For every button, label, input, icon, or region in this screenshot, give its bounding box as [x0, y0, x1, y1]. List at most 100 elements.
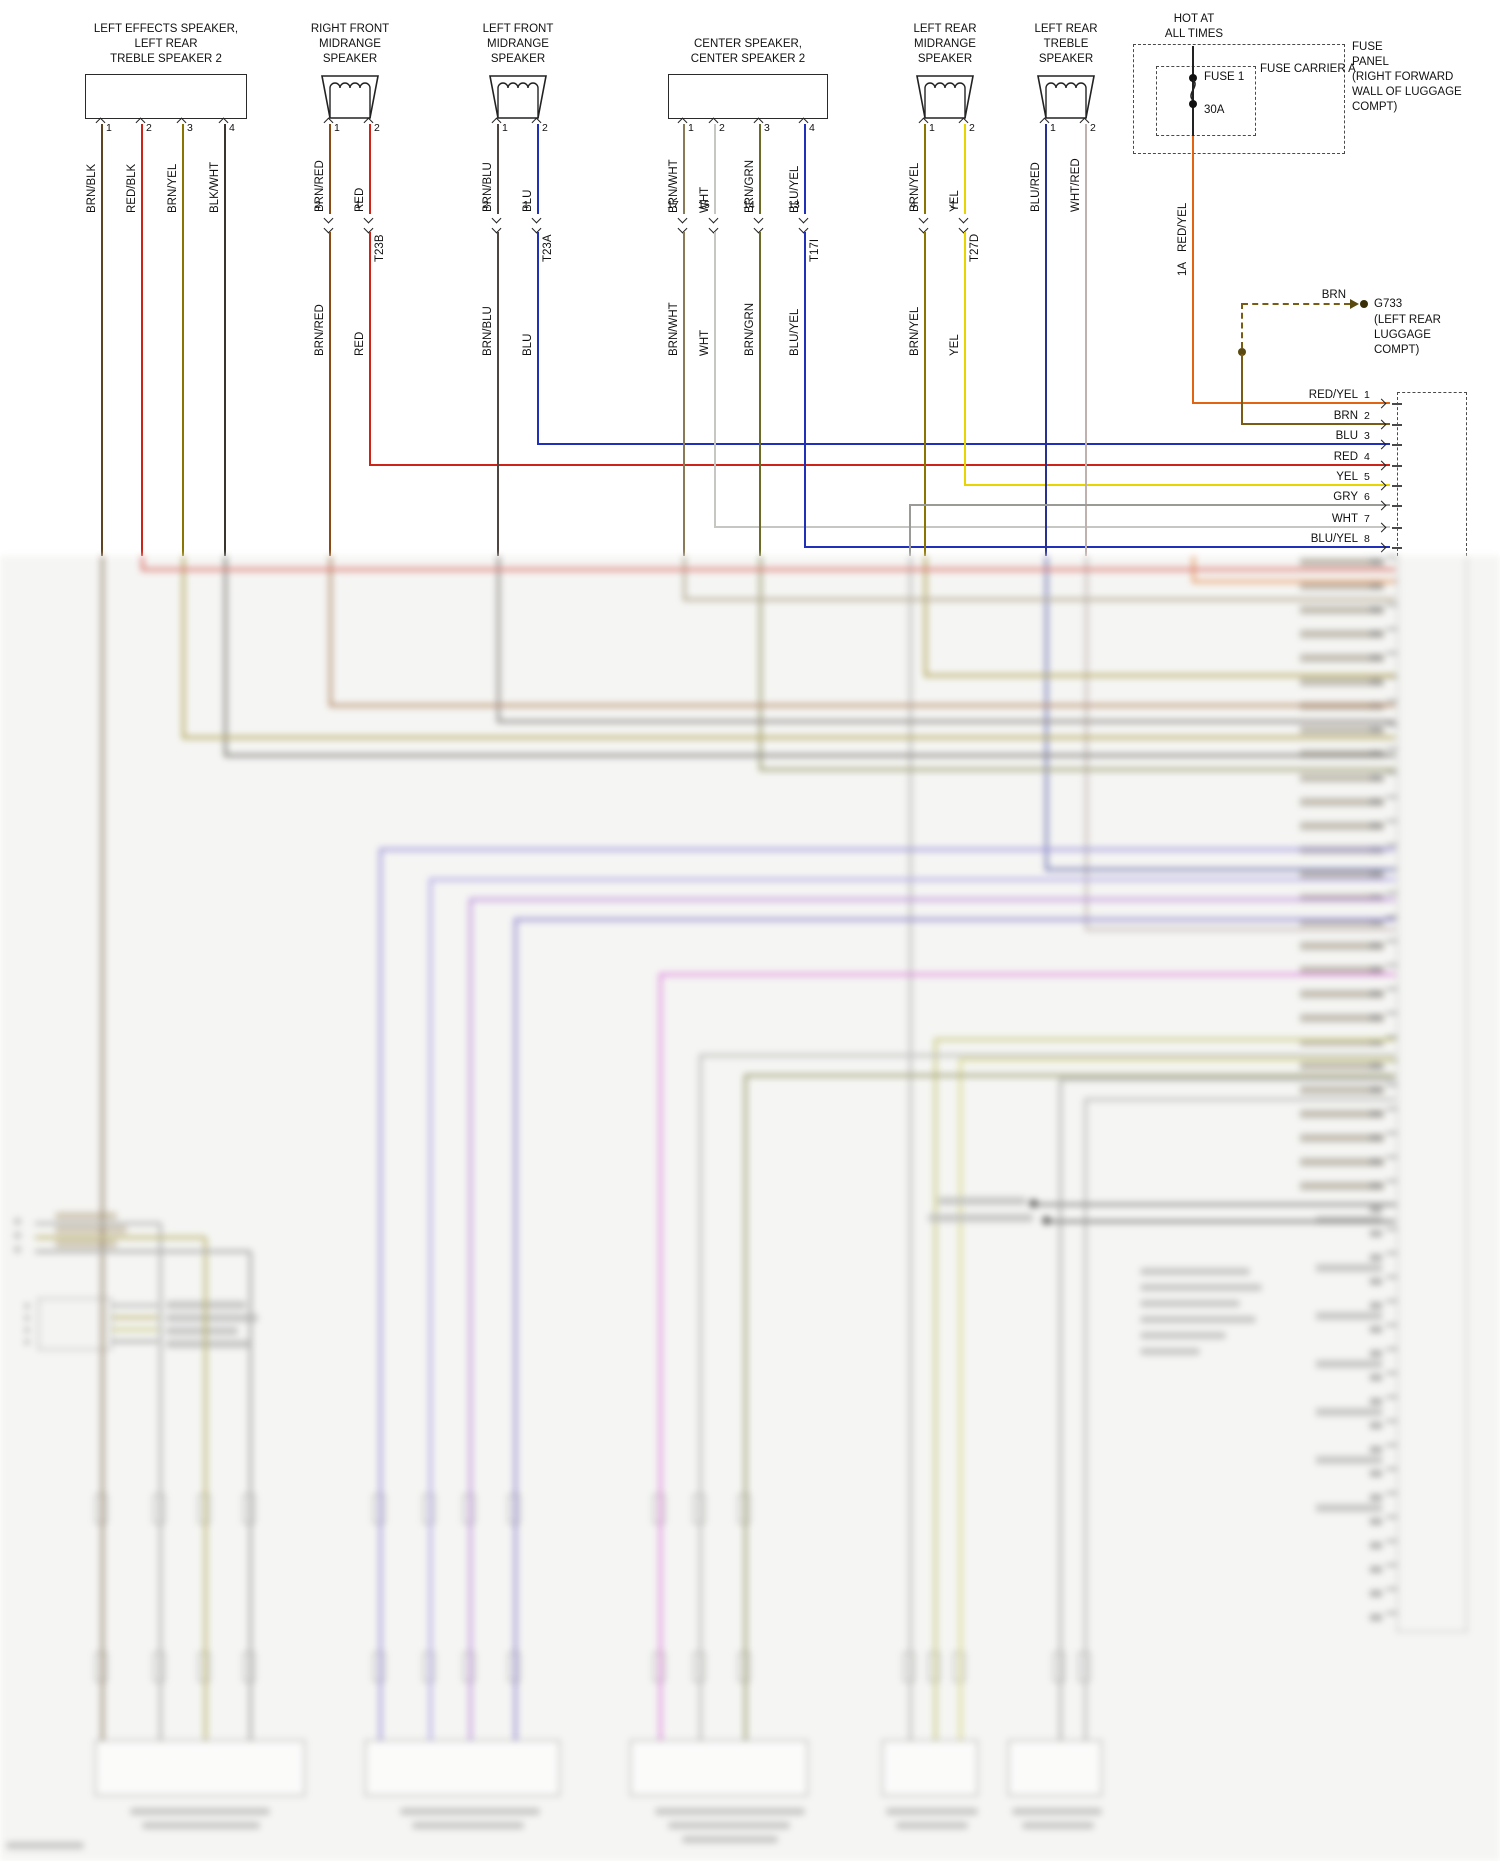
blurred-pin-numbers	[1370, 558, 1382, 1630]
wire-segment	[964, 232, 966, 486]
blurred-text	[166, 1327, 238, 1335]
blur-wire	[329, 704, 1395, 707]
speaker-label-line: CENTER SPEAKER,	[694, 38, 802, 50]
blur-wire	[959, 1058, 1395, 1061]
ground-location-line: LUGGAGE	[1374, 329, 1431, 341]
blurred-text	[1140, 1284, 1262, 1291]
wire-terminal-icon	[1376, 500, 1387, 511]
blur-wire	[141, 568, 1395, 571]
blur-wire	[959, 1060, 962, 1740]
blur-wire	[1045, 868, 1395, 871]
blurred-text	[400, 1808, 540, 1815]
blurred-text	[668, 1822, 790, 1829]
wire-terminal-icon	[1376, 460, 1387, 471]
wire-segment	[369, 464, 1390, 466]
pin-number: 4	[809, 122, 815, 134]
speaker-label-line: LEFT REAR	[1034, 23, 1098, 35]
speaker-label: LEFT FRONT MIDRANGE SPEAKER	[448, 22, 588, 67]
blurred-pin	[14, 1218, 21, 1225]
speaker-label-line: SPEAKER	[490, 53, 546, 65]
blurred-text	[130, 1808, 270, 1815]
inline-connector-icon	[958, 213, 969, 224]
blur-wire	[1085, 928, 1395, 931]
wire-segment	[909, 504, 1390, 506]
pin-number: 3	[764, 122, 770, 134]
fuse-rating: 30A	[1204, 104, 1225, 116]
wire-segment	[759, 232, 761, 556]
connector-pin-number: 14	[743, 199, 755, 211]
pin-number: 2	[374, 122, 380, 134]
junction-dot	[1029, 1199, 1038, 1208]
blur-wire	[35, 1250, 251, 1253]
blurred-connector	[38, 1298, 112, 1350]
wire-segment	[1085, 124, 1087, 556]
ground-location-line: (LEFT REAR	[1374, 314, 1441, 326]
blur-wire	[141, 556, 144, 570]
blur-wire	[659, 975, 662, 1740]
pin-number: 2	[146, 122, 152, 134]
blurred-text	[682, 1836, 778, 1843]
blur-wire	[329, 556, 332, 706]
blurred-text	[1022, 1822, 1094, 1829]
ground-point-label: G733	[1374, 298, 1403, 310]
inline-connector-icon	[323, 213, 334, 224]
blur-wire	[759, 556, 762, 770]
wire-segment	[804, 546, 1390, 548]
amp-pin-label: BLU/YEL	[1310, 533, 1358, 545]
blurred-text	[6, 1842, 84, 1849]
blur-wire	[379, 850, 382, 1740]
blur-wire	[934, 1038, 1395, 1041]
speaker-label-line: LEFT REAR	[134, 38, 198, 50]
blur-wire	[1059, 1078, 1395, 1081]
wire-segment	[1241, 423, 1390, 425]
wire-segment	[497, 232, 499, 556]
blur-wire	[1084, 1100, 1087, 1740]
wire-segment	[1192, 402, 1390, 404]
wire-segment	[329, 124, 331, 214]
pin-number: 1	[688, 122, 694, 134]
hot-label-line: ALL TIMES	[1164, 28, 1224, 40]
wire-segment	[1241, 354, 1243, 425]
speaker-label: CENTER SPEAKER, CENTER SPEAKER 2	[638, 37, 858, 67]
connector-pin-number: 1	[950, 199, 956, 211]
wire-segment	[497, 124, 499, 214]
blurred-text	[1140, 1348, 1200, 1355]
inline-connector-icon	[491, 213, 502, 224]
blur-wire	[112, 1304, 158, 1307]
blur-wire	[379, 848, 1395, 851]
pin-number: 2	[969, 122, 975, 134]
blur-wire	[924, 674, 1395, 677]
blur-wire	[909, 556, 912, 1740]
pin-number: 2	[719, 122, 725, 134]
fuse-terminal-dot	[1189, 100, 1197, 108]
wire-segment	[683, 124, 685, 214]
blur-wire	[1192, 580, 1395, 583]
amplifier-box	[1397, 392, 1467, 556]
pin-number: 1	[929, 122, 935, 134]
wire-segment	[714, 232, 716, 528]
speaker-label-line: RIGHT FRONT	[310, 23, 390, 35]
inline-connector-icon	[918, 213, 929, 224]
pin-number: 1	[1050, 122, 1056, 134]
wire-terminal-icon	[1376, 439, 1387, 450]
wire-terminal-icon	[1376, 398, 1387, 409]
blurred-text	[412, 1822, 524, 1829]
amp-pin-label: RED/YEL	[1308, 389, 1358, 401]
wire-segment	[329, 232, 331, 556]
blur-wire	[249, 1252, 252, 1740]
wire-terminal-icon	[1376, 522, 1387, 533]
wire-segment	[1192, 136, 1194, 404]
inline-connector-icon	[677, 213, 688, 224]
blur-wire	[1045, 556, 1048, 870]
blurred-pin	[24, 1303, 30, 1309]
blur-wire	[683, 598, 1395, 601]
connector-pin-number: 1	[523, 199, 529, 211]
blurred-text	[655, 1808, 805, 1815]
speaker-label-line: LEFT REAR	[913, 23, 977, 35]
connector-pin-number: 4	[910, 199, 916, 211]
wire-segment	[683, 232, 685, 556]
wire-segment	[964, 124, 966, 214]
blurred-pin	[24, 1327, 30, 1333]
connector-pin-number: 13	[788, 199, 800, 211]
pin-number: 3	[187, 122, 193, 134]
